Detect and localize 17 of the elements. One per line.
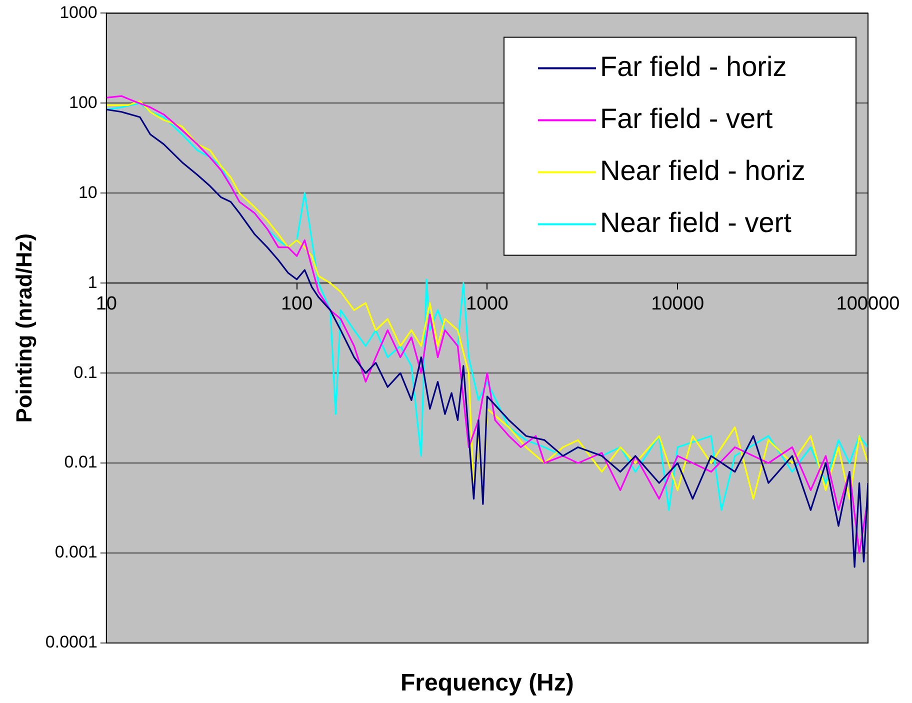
x-tick-label: 1000 bbox=[466, 294, 508, 315]
y-tick-label: 1 bbox=[88, 272, 98, 292]
legend-label: Near field - horiz bbox=[600, 154, 806, 186]
y-tick-label: 1000 bbox=[60, 2, 98, 22]
x-tick-label: 100 bbox=[280, 294, 313, 315]
legend-label: Near field - vert bbox=[600, 206, 792, 238]
x-axis-title: Frequency (Hz) bbox=[400, 670, 574, 697]
legend-label: Far field - vert bbox=[600, 102, 773, 134]
y-tick-label: 10 bbox=[78, 182, 98, 202]
y-axis-title: Pointing (nrad/Hz) bbox=[11, 233, 36, 423]
x-tick-label: 10000 bbox=[651, 294, 704, 315]
y-tick-label: 0.0001 bbox=[45, 632, 98, 652]
y-tick-label: 100 bbox=[69, 92, 98, 112]
legend-label: Far field - horiz bbox=[600, 50, 787, 82]
y-tick-label: 0.001 bbox=[54, 542, 98, 562]
y-tick-label: 0.1 bbox=[74, 362, 98, 382]
y-tick-label: 0.01 bbox=[64, 452, 98, 472]
